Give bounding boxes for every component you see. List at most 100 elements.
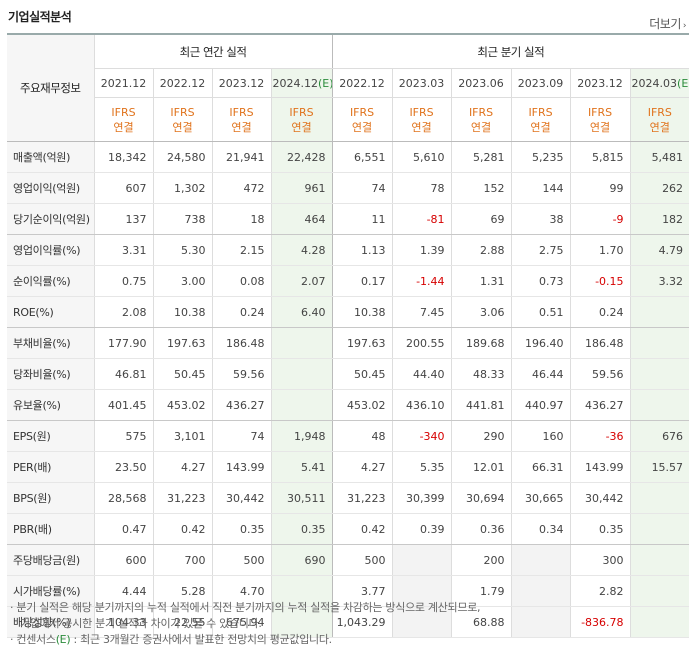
- row-label: 영업이익률(%): [7, 234, 94, 266]
- footnote-2-suffix: : 최근 3개월간 증권사에서 발표한 전망치의 평균값입니다.: [70, 633, 333, 646]
- cell-value: 3.77: [331, 575, 393, 607]
- cell-value: 200: [450, 544, 512, 576]
- cell-value: 24,580: [152, 141, 212, 173]
- footnote-1-cont: 기업에서 공시한 분기 실적과 차이가 있을 수 있습니다.: [20, 617, 262, 630]
- cell-value: 10.38: [152, 296, 212, 328]
- footnote-2-e: (E): [55, 633, 71, 646]
- row-label: 주당배당금(원): [7, 544, 94, 576]
- cell-value: 1.13: [331, 234, 393, 266]
- period-label: 2021.12: [100, 76, 147, 90]
- cell-value: 607: [93, 172, 153, 204]
- cell-value: [510, 606, 571, 638]
- footnote-2: · 컨센서스(E) : 최근 3개월간 증권사에서 발표한 전망치의 평균값입니…: [10, 632, 480, 648]
- financial-table: 주요재무정보 최근 연간 실적 최근 분기 실적 2021.12 2022.12 2…: [7, 33, 690, 638]
- ifrs-bottom: 연결: [351, 120, 373, 134]
- cell-value: 738: [152, 203, 212, 235]
- cell-value: [629, 389, 690, 421]
- ifrs-label-quarter-3: IFRS 연결: [510, 97, 571, 142]
- cell-value: 0.36: [450, 513, 512, 545]
- cell-value: 59.56: [211, 358, 271, 390]
- cell-value: 78: [391, 172, 452, 204]
- ifrs-bottom: 연결: [113, 120, 134, 134]
- ifrs-bottom: 연결: [411, 120, 432, 134]
- ifrs-bottom: 연결: [589, 120, 611, 134]
- cell-value: 46.44: [510, 358, 571, 390]
- cell-value: 4.79: [629, 234, 690, 266]
- row-label: 부채비율(%): [7, 327, 94, 359]
- table-row: 배당성향(%) 104.33 22.55 675.94 1,043.29 68.88 -83…: [7, 606, 690, 638]
- ifrs-top: IFRS: [349, 105, 375, 119]
- cell-value: 3.32: [629, 265, 690, 297]
- cell-value: [270, 327, 333, 359]
- cell-value: 30,665: [510, 482, 571, 514]
- table-row: 주당배당금(원) 600 700 500 690 500 200 300: [7, 544, 690, 576]
- cell-value: 5,281: [450, 141, 512, 173]
- cell-value: 961: [270, 172, 333, 204]
- annual-header: 최근 연간 실적: [93, 33, 333, 69]
- cell-value: 50.45: [152, 358, 212, 390]
- cell-value: 3,101: [152, 420, 212, 452]
- ifrs-label-quarter-1: IFRS 연결: [391, 97, 452, 142]
- ifrs-label-annual-0: IFRS 연결: [93, 97, 153, 142]
- cell-value: 1.31: [450, 265, 512, 297]
- cell-value: 1,948: [270, 420, 333, 452]
- cell-value: 6.40: [270, 296, 333, 328]
- quarter-period-0: 2022.12: [331, 68, 393, 98]
- table-row: 시가배당률(%) 4.44 5.28 4.70 3.77 1.79 2.82: [7, 575, 690, 607]
- cell-value: -1.44: [391, 265, 452, 297]
- period-label: 2022.12: [159, 76, 206, 90]
- table-row: EPS(원) 575 3,101 74 1,948 48 -340 290 160 -36 676: [7, 420, 690, 452]
- cell-value: 5,235: [510, 141, 571, 173]
- cell-value: 300: [569, 544, 631, 576]
- cell-value: 23.50: [93, 451, 153, 483]
- cell-value: 675.94: [211, 606, 271, 638]
- cell-value: 4.28: [270, 234, 333, 266]
- cell-value: 7.45: [391, 296, 452, 328]
- cell-value: 177.90: [93, 327, 153, 359]
- row-label: 영업이익(억원): [7, 172, 94, 204]
- cell-value: 143.99: [211, 451, 271, 483]
- cell-value: 1,043.29: [331, 606, 393, 638]
- more-label: 더보기: [649, 17, 681, 31]
- ifrs-top: IFRS: [170, 105, 195, 119]
- cell-value: [629, 513, 690, 545]
- cell-value: 1.70: [569, 234, 631, 266]
- ifrs-bottom: 연결: [172, 120, 193, 134]
- ifrs-top: IFRS: [468, 105, 494, 119]
- cell-value: 137: [93, 203, 153, 235]
- cell-value: 575: [93, 420, 153, 452]
- row-label: EPS(원): [7, 420, 94, 452]
- cell-value: 0.75: [93, 265, 153, 297]
- cell-value: 12.01: [450, 451, 512, 483]
- ifrs-top: IFRS: [111, 105, 136, 119]
- ifrs-top: IFRS: [587, 105, 613, 119]
- footnote-2-prefix: · 컨센서스: [10, 633, 56, 646]
- more-link[interactable]: 더보기 ›: [649, 15, 686, 32]
- cell-value: [270, 389, 333, 421]
- annual-period-1: 2022.12: [152, 68, 212, 98]
- cell-value: 10.38: [331, 296, 393, 328]
- cell-value: 6,551: [331, 141, 393, 173]
- period-label: 2023.03: [398, 76, 445, 90]
- row-label: 순이익률(%): [7, 265, 94, 297]
- ifrs-label-annual-2: IFRS 연결: [211, 97, 271, 142]
- cell-value: -36: [569, 420, 631, 452]
- section-title: 기업실적분석: [8, 10, 72, 24]
- cell-value: 31,223: [331, 482, 393, 514]
- cell-value: 453.02: [152, 389, 212, 421]
- cell-value: 11: [331, 203, 393, 235]
- table-row: BPS(원) 28,568 31,223 30,442 30,511 31,223 30,3…: [7, 482, 690, 514]
- cell-value: -81: [391, 203, 452, 235]
- cell-value: [391, 544, 452, 576]
- ifrs-top: IFRS: [229, 105, 254, 119]
- table-row: 영업이익(억원) 607 1,302 472 961 74 78 152 144 99 262: [7, 172, 690, 204]
- cell-value: 0.24: [569, 296, 631, 328]
- cell-value: 0.39: [391, 513, 452, 545]
- cell-value: 1.79: [450, 575, 512, 607]
- table-row: 당좌비율(%) 46.81 50.45 59.56 50.45 44.40 48.33 46.…: [7, 358, 690, 390]
- ifrs-label-annual-1: IFRS 연결: [152, 97, 212, 142]
- cell-value: 600: [93, 544, 153, 576]
- cell-value: 5,481: [629, 141, 690, 173]
- cell-value: [270, 358, 333, 390]
